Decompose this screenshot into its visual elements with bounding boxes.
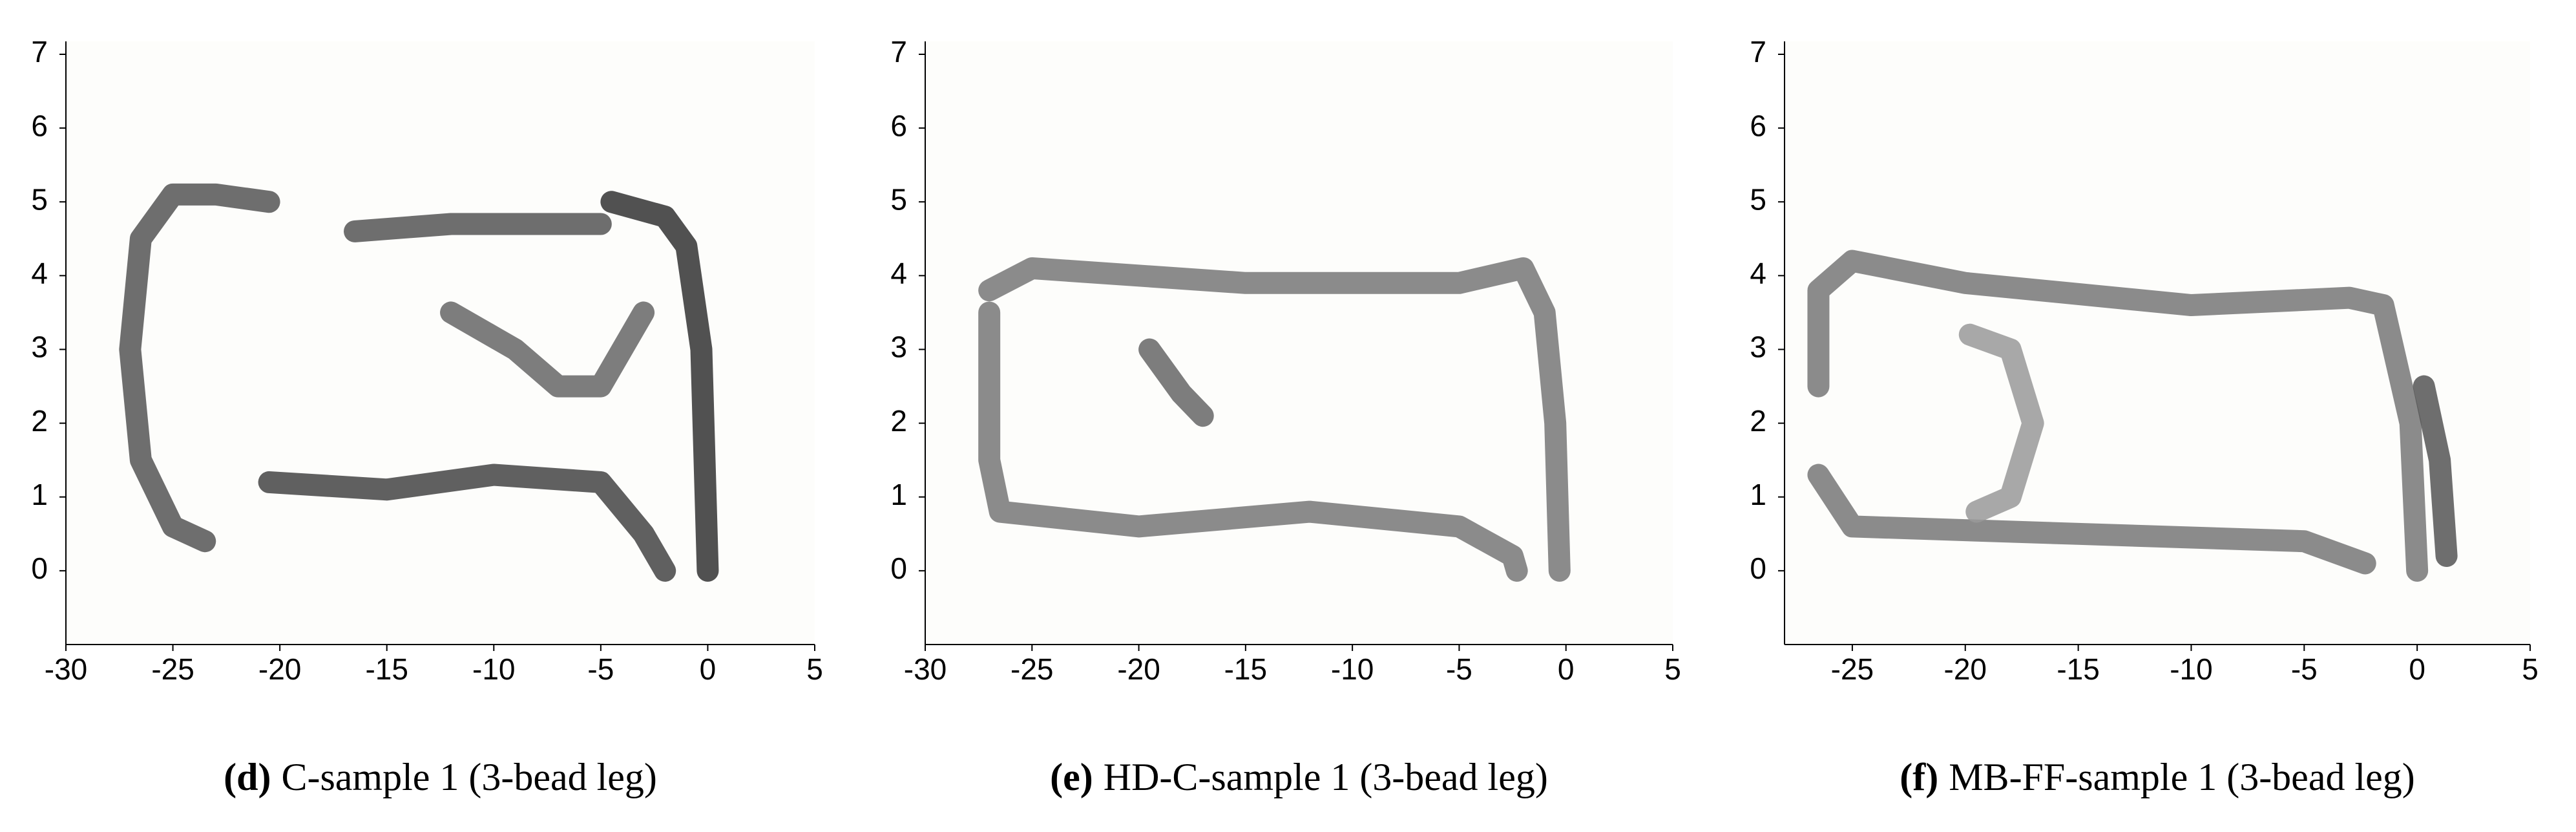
x-tick-label: -25 (1011, 652, 1053, 686)
y-tick-label: 0 (1750, 551, 1766, 585)
x-tick-label: -25 (151, 652, 194, 686)
x-tick-label: -10 (1331, 652, 1374, 686)
caption: (e) HD-C-sample 1 (3-bead leg) (1050, 756, 1548, 798)
y-tick-label: 4 (31, 257, 48, 290)
point-cloud (119, 183, 280, 553)
y-tick-label: 1 (890, 478, 907, 511)
caption-label: (d) (224, 756, 271, 798)
y-tick-label: 7 (31, 35, 48, 69)
y-tick-label: 6 (890, 109, 907, 142)
x-tick-label: 0 (1558, 652, 1575, 686)
y-tick-label: 5 (890, 182, 907, 216)
y-tick-label: 5 (1750, 182, 1766, 216)
y-tick-label: 7 (1750, 35, 1766, 69)
x-tick-label: -20 (1117, 652, 1160, 686)
caption-text: HD-C-sample 1 (3-bead leg) (1104, 756, 1548, 798)
y-tick-label: 0 (31, 551, 48, 585)
x-tick-label: -25 (1831, 652, 1874, 686)
caption-text: MB-FF-sample 1 (3-bead leg) (1949, 756, 2415, 798)
point-cloud (1807, 250, 2429, 582)
x-tick-label: 0 (700, 652, 717, 686)
y-tick-label: 5 (31, 182, 48, 216)
point-cloud (1958, 323, 2044, 523)
y-tick-label: 6 (1750, 109, 1766, 142)
x-tick-label: -5 (1446, 652, 1472, 686)
caption: (d) C-sample 1 (3-bead leg) (224, 756, 657, 798)
x-tick-label: -5 (587, 652, 614, 686)
point-cloud (600, 191, 719, 582)
x-tick-label: -15 (365, 652, 408, 686)
x-tick-label: -30 (45, 652, 87, 686)
y-tick-label: 1 (1750, 478, 1766, 511)
x-tick-label: -15 (1224, 652, 1267, 686)
x-tick-label: -20 (1944, 652, 1987, 686)
y-tick-label: 3 (31, 330, 48, 364)
x-tick-label: 5 (2522, 652, 2539, 686)
x-tick-label: -20 (258, 652, 301, 686)
y-tick-label: 2 (890, 404, 907, 438)
x-tick-label: 5 (1664, 652, 1681, 686)
x-tick-label: -10 (472, 652, 515, 686)
point-cloud (344, 213, 612, 242)
chart: -30 -25 -20 -15 -10 -5 0 5 0 1 2 3 4 5 6 7 (d) C-sample 1… (31, 35, 822, 798)
point-cloud (440, 301, 655, 398)
x-tick-label: -10 (2170, 652, 2212, 686)
point-cloud (1807, 464, 2376, 575)
x-tick-label: 0 (2409, 652, 2425, 686)
point-cloud (258, 464, 676, 582)
caption-label: (e) (1050, 756, 1093, 798)
chart: -30 -25 -20 -15 -10 -5 0 5 0 1 2 3 4 5 6 7 (e) HD-C-sampl… (890, 35, 1681, 798)
y-tick-label: 6 (31, 109, 48, 142)
y-tick-label: 4 (890, 257, 907, 290)
y-tick-label: 1 (31, 478, 48, 511)
x-tick-label: -30 (904, 652, 947, 686)
caption: (f) MB-FF-sample 1 (3-bead leg) (1900, 756, 2414, 798)
y-tick-label: 3 (890, 330, 907, 364)
point-cloud (1138, 338, 1214, 427)
y-tick-label: 2 (1750, 404, 1766, 438)
x-tick-label: -15 (2057, 652, 2099, 686)
y-tick-label: 4 (1750, 257, 1766, 290)
y-tick-label: 7 (890, 35, 907, 69)
y-tick-label: 2 (31, 404, 48, 438)
point-cloud (2413, 375, 2458, 568)
y-tick-label: 3 (1750, 330, 1766, 364)
x-tick-label: 5 (806, 652, 823, 686)
chart: -25 -20 -15 -10 -5 0 5 0 1 2 3 4 5 6 7 (f) MB-FF-sample … (1750, 35, 2538, 798)
caption-label: (f) (1900, 756, 1938, 798)
caption-text: C-sample 1 (3-bead leg) (281, 756, 656, 798)
point-cloud (978, 301, 1528, 582)
y-tick-label: 0 (890, 551, 907, 585)
x-tick-label: -5 (2291, 652, 2318, 686)
point-cloud (978, 257, 1571, 582)
